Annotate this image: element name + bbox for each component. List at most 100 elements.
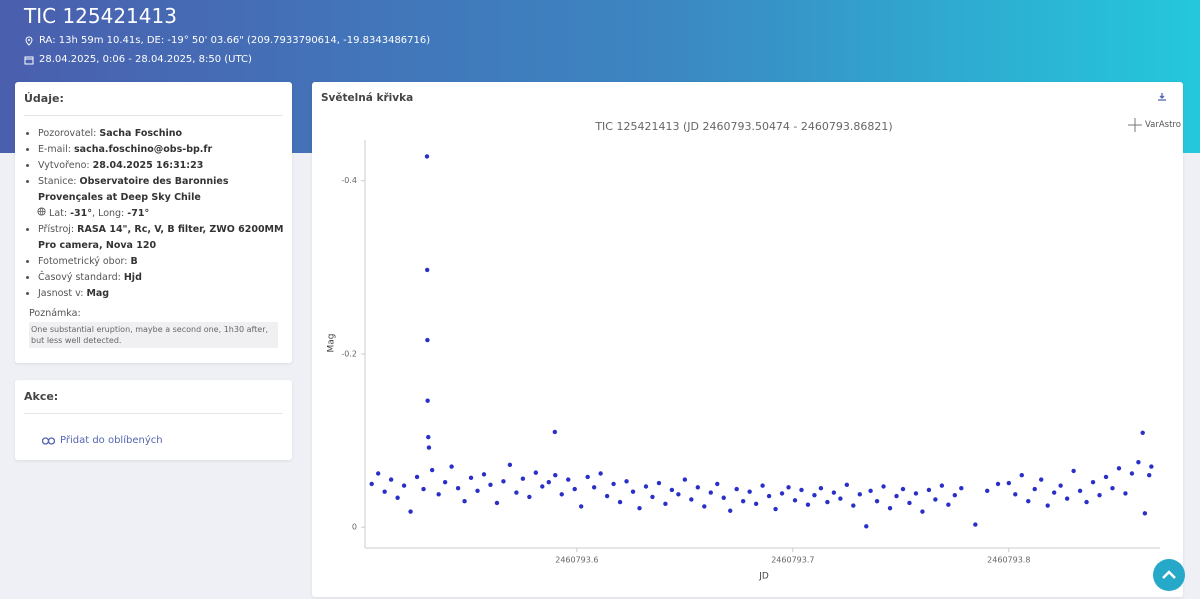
data-point [907, 500, 912, 506]
data-point [831, 490, 837, 495]
data-point [643, 484, 649, 489]
data-point [913, 491, 919, 496]
y-tick-label: -0.2 [341, 349, 357, 358]
data-point [669, 487, 675, 493]
data-point [894, 493, 899, 499]
y-tick-label: -0.4 [341, 176, 357, 185]
data-point [1045, 503, 1050, 508]
card-title: Údaje: [24, 92, 64, 105]
data-point [546, 479, 551, 485]
data-point [527, 494, 532, 500]
data-point [1129, 471, 1135, 476]
detail-item: Časový standard: Hjd [38, 270, 292, 286]
data-point [624, 479, 629, 484]
long-label: , Long: [92, 208, 125, 219]
detail-item: Pozorovatel: Sacha Foschino [38, 126, 292, 142]
data-point [1097, 492, 1102, 498]
add-favorite[interactable]: Přidat do oblíbených [42, 435, 163, 446]
data-point [995, 481, 1001, 487]
data-point [825, 499, 830, 505]
data-point [799, 487, 804, 493]
detail-value: 28.04.2025 16:31:23 [92, 160, 204, 171]
data-point [864, 524, 869, 529]
data-point [442, 479, 448, 485]
data-point [591, 485, 597, 490]
divider [24, 413, 283, 414]
data-point [786, 485, 791, 490]
data-point [818, 486, 824, 491]
detail-value: Sacha Foschino [99, 128, 182, 139]
data-point [844, 482, 850, 487]
data-point [682, 477, 688, 482]
data-point [740, 499, 746, 504]
data-point [760, 483, 765, 488]
data-point [637, 505, 642, 511]
data-point [1090, 479, 1096, 485]
data-point [475, 488, 480, 494]
add-favorite-label: Přidat do oblíbených [60, 435, 163, 446]
data-point [838, 496, 843, 501]
data-point [881, 484, 886, 489]
data-point [1103, 474, 1109, 480]
scroll-top-button[interactable] [1153, 559, 1185, 591]
data-point [553, 473, 558, 478]
data-point [559, 492, 564, 497]
data-point [501, 479, 506, 484]
data-point [676, 492, 681, 497]
detail-label: Vytvořeno: [38, 160, 90, 171]
actions-card: Akce: Přidat do oblíbených [15, 380, 292, 460]
detail-value: Hjd [123, 272, 142, 283]
data-point [572, 486, 577, 492]
data-point [715, 481, 720, 487]
data-point [585, 474, 590, 480]
detail-label: Časový standard: [38, 272, 121, 283]
y-axis-label: Mag [327, 334, 337, 353]
globe-icon [37, 207, 46, 216]
data-point [773, 506, 778, 512]
data-point [488, 482, 493, 487]
long: -71° [127, 208, 150, 219]
detail-label: Stanice: [38, 176, 77, 187]
data-point [851, 503, 856, 508]
data-point [1064, 496, 1070, 501]
data-point [946, 502, 951, 507]
data-point [887, 505, 893, 511]
data-point [656, 480, 662, 486]
data-point [455, 486, 461, 491]
data-point [429, 467, 435, 473]
detail-label: Jasnost v: [38, 288, 84, 299]
data-point [1019, 473, 1024, 478]
data-point [401, 483, 407, 488]
data-point [533, 470, 539, 475]
logo-icon [1128, 118, 1142, 132]
data-point [812, 492, 817, 498]
data-point [578, 504, 584, 509]
detail-label: Fotometrický obor: [38, 256, 128, 267]
detail-label: Pozorovatel: [38, 128, 97, 139]
data-point [1039, 477, 1044, 482]
lat-label: Lat: [49, 208, 68, 219]
page-title: TIC 125421413 [24, 4, 177, 28]
data-point [1084, 499, 1089, 505]
data-point [702, 504, 707, 509]
data-point [507, 462, 513, 468]
chart-title: TIC 125421413 (JD 2460793.50474 - 246079… [594, 120, 892, 133]
x-tick-label: 2460793.8 [987, 556, 1030, 565]
data-point [1013, 492, 1018, 497]
data-point [926, 487, 932, 493]
data-point [388, 477, 394, 482]
note: One substantial eruption, maybe a second… [29, 322, 278, 348]
data-point [1026, 499, 1031, 504]
coordinates: RA: 13h 59m 10.41s, DE: -19° 50' 03.66" … [39, 35, 431, 46]
data-point [857, 492, 862, 497]
binoculars-icon [42, 437, 55, 445]
data-point [766, 493, 772, 499]
data-point [747, 489, 752, 494]
lat: -31° [70, 208, 93, 219]
detail-item: Jasnost v: Mag [38, 286, 292, 302]
data-point [973, 522, 978, 527]
data-point [617, 499, 623, 505]
download-button[interactable] [1157, 92, 1167, 102]
details-card: Údaje: Pozorovatel: Sacha FoschinoE-mail… [15, 82, 292, 363]
data-point [734, 486, 739, 492]
